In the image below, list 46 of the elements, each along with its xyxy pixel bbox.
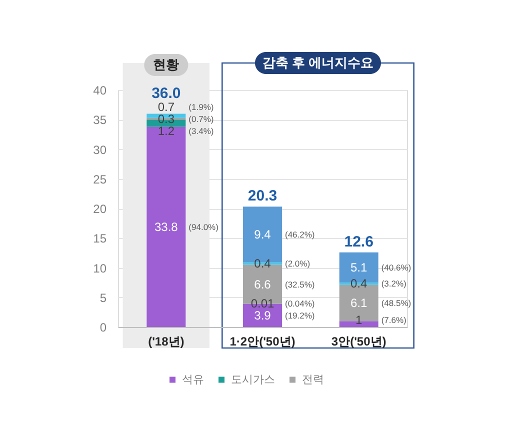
annotation: (94.0%) — [188, 222, 219, 232]
annotation: (2.0%) — [285, 258, 310, 269]
y-tick-label: 30 — [93, 142, 107, 157]
legend-label: 도시가스 — [231, 374, 275, 386]
annotation: (1.9%) — [188, 102, 214, 112]
data-label: 0.7 — [158, 100, 175, 114]
data-label: 0.4 — [254, 256, 272, 271]
total-label: 20.3 — [248, 188, 278, 205]
x-tick-label: ('18년) — [148, 334, 184, 348]
band-label: 현황 — [153, 57, 180, 72]
y-tick-label: 35 — [93, 113, 107, 128]
annotation: (46.2%) — [285, 230, 315, 240]
y-tick-label: 40 — [93, 84, 107, 98]
data-label: 1.2 — [158, 124, 175, 138]
x-tick-label: 3안('50년) — [331, 334, 386, 348]
bar — [146, 126, 186, 327]
annotation: (3.2%) — [381, 278, 407, 289]
annotation: (7.6%) — [381, 315, 407, 325]
data-label: 0.3 — [158, 112, 175, 126]
annotation: (0.04%) — [285, 298, 315, 309]
annotation: (48.5%) — [381, 298, 412, 308]
total-label: 12.6 — [344, 233, 374, 250]
y-tick-label: 25 — [93, 172, 107, 186]
data-label: 6.1 — [350, 296, 368, 310]
data-label: 6.6 — [254, 277, 272, 292]
y-tick-label: 15 — [93, 232, 107, 246]
data-label: 0.4 — [350, 276, 368, 291]
annotation: (40.6%) — [381, 262, 412, 272]
data-label: 5.1 — [350, 260, 368, 274]
annotation: (0.7%) — [188, 114, 214, 124]
legend-label: 전력 — [302, 374, 324, 386]
legend-label: 석유 — [182, 374, 204, 386]
annotation: (3.4%) — [188, 126, 214, 136]
y-tick-label: 20 — [93, 202, 107, 216]
total-label: 36.0 — [152, 85, 181, 102]
y-tick-label: 0 — [100, 320, 107, 334]
data-label: 9.4 — [254, 228, 272, 242]
data-label: 0.01 — [250, 296, 274, 311]
annotation: (19.2%) — [285, 310, 315, 321]
data-label: 3.9 — [254, 308, 272, 323]
data-label: 33.8 — [154, 220, 178, 234]
text: 감축 후 에너지수요 — [262, 55, 374, 70]
y-tick-label: 5 — [100, 290, 107, 305]
x-tick-label: 1·2안('50년) — [230, 334, 296, 348]
annotation: (32.5%) — [285, 279, 315, 290]
y-tick-label: 10 — [93, 261, 107, 276]
